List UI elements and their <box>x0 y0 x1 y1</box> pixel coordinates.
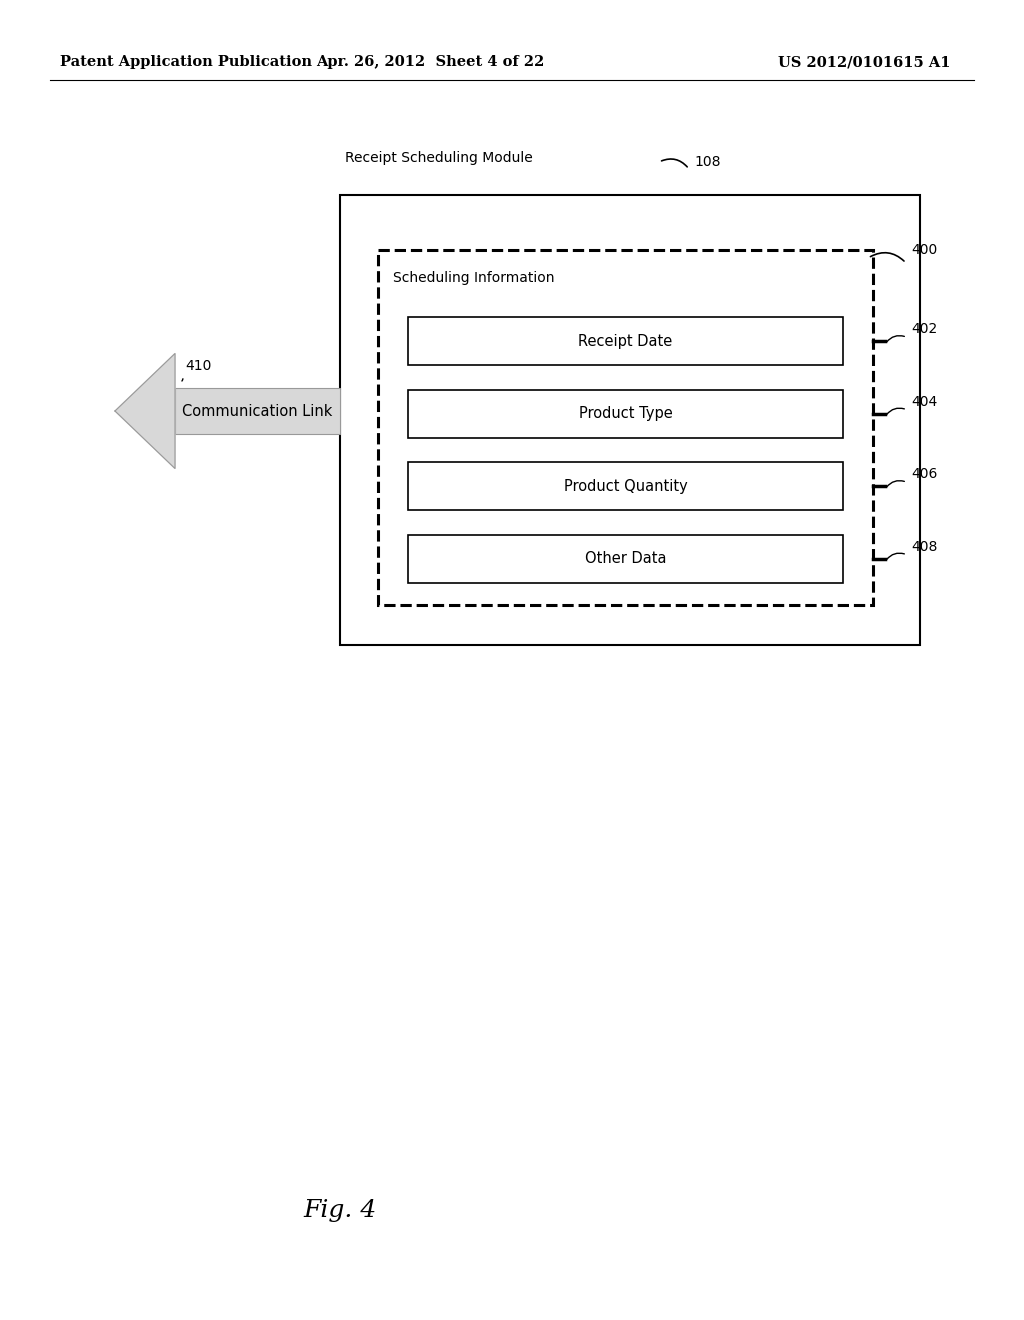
Text: 408: 408 <box>911 540 937 554</box>
Text: 402: 402 <box>911 322 937 337</box>
Text: Fig. 4: Fig. 4 <box>303 1199 377 1221</box>
Polygon shape <box>115 354 175 469</box>
Text: 406: 406 <box>911 467 937 482</box>
Bar <box>408 462 843 511</box>
Text: 400: 400 <box>911 243 937 257</box>
Text: US 2012/0101615 A1: US 2012/0101615 A1 <box>777 55 950 69</box>
Text: Scheduling Information: Scheduling Information <box>393 271 555 285</box>
Text: 108: 108 <box>694 154 721 169</box>
Text: Product Type: Product Type <box>579 407 673 421</box>
Text: Apr. 26, 2012  Sheet 4 of 22: Apr. 26, 2012 Sheet 4 of 22 <box>315 55 544 69</box>
Text: 404: 404 <box>911 395 937 409</box>
Bar <box>408 389 843 438</box>
Bar <box>408 535 843 582</box>
Text: 410: 410 <box>185 359 211 374</box>
Text: Patent Application Publication: Patent Application Publication <box>60 55 312 69</box>
Text: Receipt Scheduling Module: Receipt Scheduling Module <box>345 150 532 165</box>
Text: Product Quantity: Product Quantity <box>563 479 687 494</box>
Text: Receipt Date: Receipt Date <box>579 334 673 348</box>
Bar <box>175 388 340 434</box>
Bar <box>408 317 843 366</box>
Text: Other Data: Other Data <box>585 552 667 566</box>
Bar <box>378 249 873 605</box>
Bar <box>340 195 920 645</box>
Text: Communication Link: Communication Link <box>182 404 333 418</box>
